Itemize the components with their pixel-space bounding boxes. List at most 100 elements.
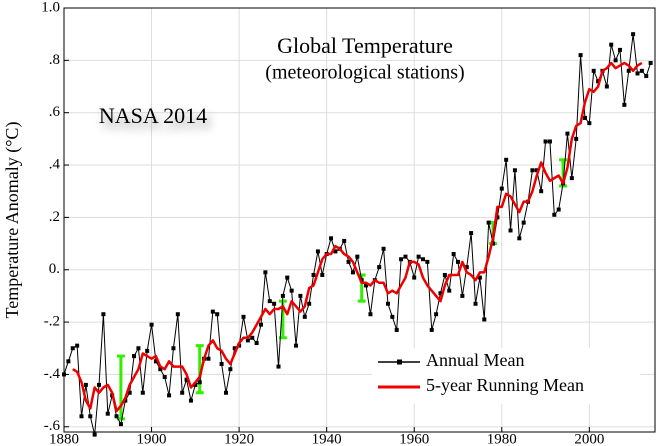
data-point bbox=[451, 252, 456, 257]
data-point bbox=[210, 309, 215, 314]
series-line bbox=[72, 61, 643, 413]
data-point bbox=[534, 168, 539, 173]
data-point bbox=[377, 265, 382, 270]
legend: Annual Mean 5-year Running Mean bbox=[372, 348, 640, 404]
data-point bbox=[442, 272, 447, 277]
data-point bbox=[543, 139, 548, 144]
data-point bbox=[504, 157, 509, 162]
data-point bbox=[565, 131, 570, 136]
data-point bbox=[582, 115, 587, 120]
x-tick-label: 1920 bbox=[224, 431, 254, 446]
data-point bbox=[469, 231, 474, 236]
data-point bbox=[622, 102, 627, 107]
data-point bbox=[456, 259, 460, 264]
data-point bbox=[587, 121, 592, 126]
data-point bbox=[97, 382, 102, 387]
data-point bbox=[394, 327, 399, 332]
data-point bbox=[184, 377, 189, 382]
x-tick-label: 1940 bbox=[312, 431, 342, 446]
data-point bbox=[368, 312, 373, 317]
legend-label: 5-year Running Mean bbox=[426, 375, 584, 395]
data-point bbox=[473, 301, 478, 306]
data-point bbox=[307, 301, 312, 306]
data-point bbox=[626, 68, 631, 73]
data-point bbox=[346, 259, 351, 264]
y-tick-label: -.4 bbox=[44, 366, 61, 382]
data-point bbox=[403, 254, 408, 259]
data-point bbox=[530, 168, 535, 173]
data-point bbox=[429, 327, 434, 332]
data-point bbox=[136, 346, 141, 351]
data-point bbox=[350, 270, 355, 275]
data-point bbox=[267, 299, 272, 304]
data-point bbox=[425, 259, 430, 264]
data-point bbox=[464, 265, 469, 270]
data-point bbox=[245, 338, 250, 343]
marks bbox=[62, 32, 653, 437]
data-point bbox=[241, 314, 246, 319]
data-point bbox=[320, 272, 325, 277]
data-point bbox=[333, 249, 338, 254]
data-point bbox=[604, 84, 609, 89]
data-point bbox=[547, 139, 552, 144]
data-point bbox=[285, 275, 290, 280]
data-point bbox=[495, 215, 500, 220]
y-tick-label: .6 bbox=[49, 104, 61, 120]
data-point bbox=[399, 257, 404, 262]
data-point bbox=[508, 228, 513, 233]
x-tick-label: 1880 bbox=[49, 431, 79, 446]
data-point bbox=[75, 343, 80, 348]
data-point bbox=[114, 414, 119, 419]
x-tick-label: 1980 bbox=[487, 431, 517, 446]
data-point bbox=[539, 189, 544, 194]
data-point bbox=[219, 361, 224, 366]
data-point bbox=[92, 432, 97, 437]
data-point bbox=[140, 390, 145, 395]
data-point bbox=[145, 348, 150, 353]
data-point bbox=[609, 42, 614, 47]
data-point bbox=[132, 354, 137, 359]
x-tick-label: 2000 bbox=[574, 431, 604, 446]
data-point bbox=[149, 322, 154, 327]
chart-title: Global Temperature bbox=[277, 33, 453, 58]
data-point bbox=[171, 346, 176, 351]
data-point bbox=[272, 301, 277, 306]
data-point bbox=[302, 314, 307, 319]
data-point bbox=[153, 359, 158, 364]
data-point bbox=[635, 71, 640, 76]
y-tick-label: .4 bbox=[49, 156, 61, 172]
data-point bbox=[193, 382, 198, 387]
data-point bbox=[364, 283, 369, 288]
data-point bbox=[215, 312, 220, 317]
data-point bbox=[420, 257, 425, 262]
data-point bbox=[197, 380, 202, 385]
data-point bbox=[477, 275, 482, 280]
data-point bbox=[438, 291, 443, 296]
data-point bbox=[574, 136, 579, 141]
data-point bbox=[259, 322, 263, 327]
y-axis-label: Temperature Anomaly (°C) bbox=[2, 122, 23, 319]
x-tick-label: 1900 bbox=[137, 431, 167, 446]
annotation: NASA 2014 bbox=[99, 103, 207, 128]
data-point bbox=[631, 32, 636, 37]
data-point bbox=[385, 301, 390, 306]
data-point bbox=[512, 168, 517, 173]
y-tick-label: 0. bbox=[49, 261, 60, 277]
data-point bbox=[280, 293, 285, 298]
data-point bbox=[648, 60, 653, 65]
legend-marker bbox=[397, 359, 402, 365]
data-point bbox=[206, 356, 211, 361]
x-tick-label: 1960 bbox=[399, 431, 429, 446]
data-point bbox=[434, 312, 439, 317]
y-tick-label: .2 bbox=[49, 209, 60, 225]
data-point bbox=[355, 254, 360, 259]
data-point bbox=[88, 414, 93, 419]
data-point bbox=[263, 270, 268, 275]
data-point bbox=[499, 186, 504, 191]
data-point bbox=[254, 341, 259, 346]
data-point bbox=[223, 390, 228, 395]
data-point bbox=[70, 346, 75, 351]
y-tick-label: -.6 bbox=[44, 418, 61, 434]
data-point bbox=[596, 79, 601, 84]
